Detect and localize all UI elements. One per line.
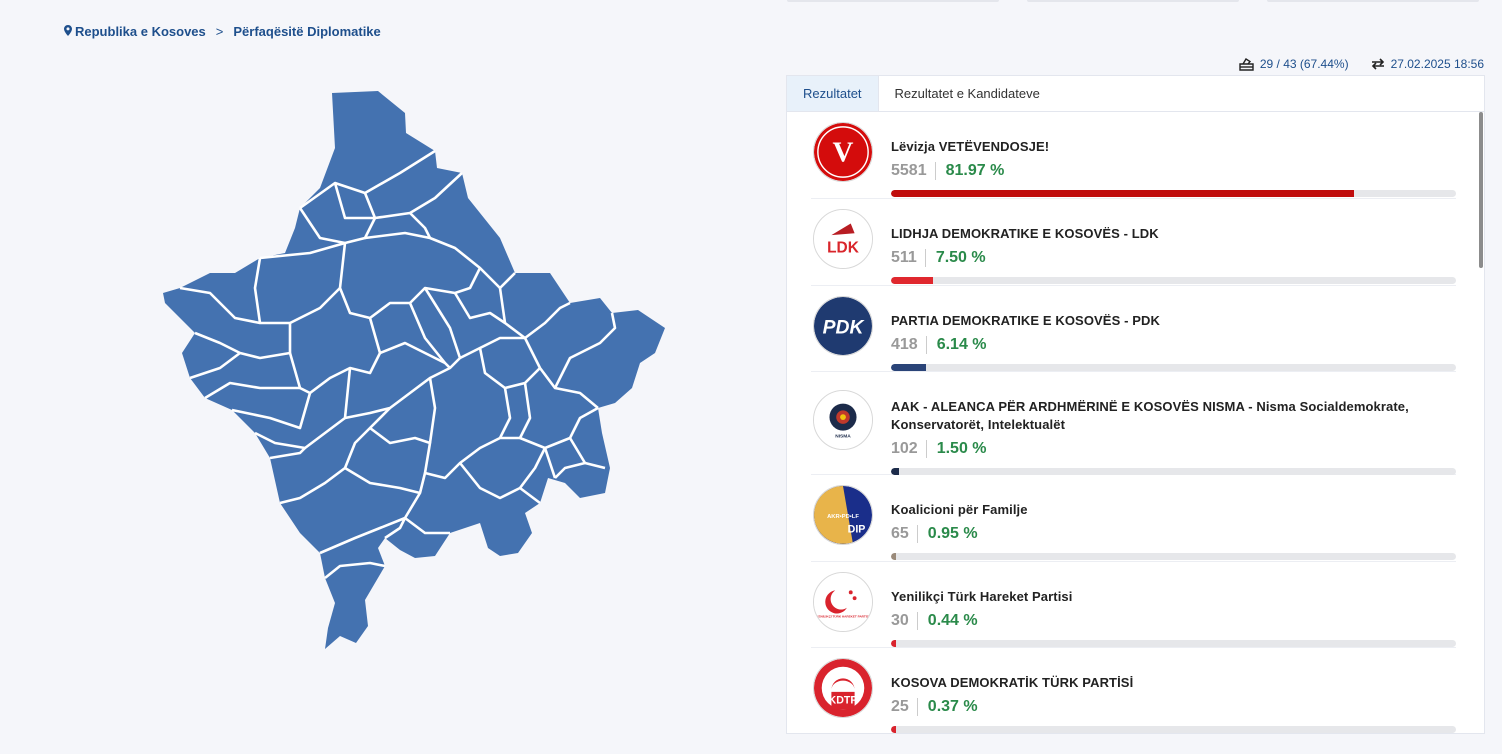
party-name: AAK - ALEANCA PËR ARDHMËRINË E KOSOVËS N… bbox=[891, 399, 1409, 432]
party-logo: KDTP bbox=[813, 658, 873, 718]
tab-results[interactable]: Rezultatet bbox=[787, 76, 879, 111]
party-result-row[interactable]: V Lëvizja VETËVENDOSJE! 5581 81.97 % bbox=[811, 112, 1456, 199]
party-info: PARTIA DEMOKRATIKE E KOSOVËS - PDK 418 6.1… bbox=[891, 312, 1456, 371]
kosovo-municipalities-map[interactable] bbox=[160, 88, 670, 653]
party-share-bar bbox=[891, 553, 1456, 560]
party-share-bar-fill bbox=[891, 553, 897, 560]
results-stats: 29 / 43 (67.44%) 27.02.2025 18:56 bbox=[1217, 57, 1484, 71]
party-logo: PDK bbox=[813, 296, 873, 356]
party-share-bar-fill bbox=[891, 468, 900, 475]
party-numbers: 511 7.50 % bbox=[891, 249, 1456, 267]
top-tab-3[interactable] bbox=[1267, 0, 1479, 2]
party-votes: 418 bbox=[891, 336, 927, 354]
party-numbers: 5581 81.97 % bbox=[891, 162, 1456, 180]
party-numbers: 65 0.95 % bbox=[891, 525, 1456, 543]
party-info: LIDHJA DEMOKRATIKE E KOSOVËS - LDK 511 7.5… bbox=[891, 225, 1456, 284]
party-name: PARTIA DEMOKRATIKE E KOSOVËS - PDK bbox=[891, 313, 1160, 328]
party-logo: LDK bbox=[813, 209, 873, 269]
party-numbers: 30 0.44 % bbox=[891, 612, 1456, 630]
party-share-bar-fill bbox=[891, 364, 926, 371]
polling-stations-text: 29 / 43 (67.44%) bbox=[1259, 57, 1349, 71]
svg-text:PDK: PDK bbox=[823, 318, 866, 339]
party-percent: 7.50 % bbox=[935, 249, 986, 266]
party-numbers: 102 1.50 % bbox=[891, 440, 1456, 458]
tab-candidate-results[interactable]: Rezultatet e Kandidateve bbox=[894, 86, 1040, 101]
svg-text:NISMA: NISMA bbox=[835, 433, 851, 439]
map-territory bbox=[163, 91, 665, 649]
ballot-box-icon bbox=[1239, 57, 1254, 71]
party-numbers: 25 0.37 % bbox=[891, 698, 1456, 716]
breadcrumb: Republika e Kosoves > Përfaqësitë Diplom… bbox=[64, 24, 381, 39]
party-votes: 5581 bbox=[891, 162, 936, 180]
party-name: Koalicioni për Familje bbox=[891, 502, 1028, 517]
party-logo: V bbox=[813, 122, 873, 182]
sync-arrows-icon bbox=[1371, 58, 1384, 70]
party-result-row[interactable]: PDK PARTIA DEMOKRATIKE E KOSOVËS - PDK 418… bbox=[811, 286, 1456, 372]
party-percent: 1.50 % bbox=[936, 440, 987, 457]
party-votes: 511 bbox=[891, 249, 926, 267]
party-share-bar-fill bbox=[891, 190, 1355, 197]
party-logo: NISMA bbox=[813, 390, 873, 450]
svg-text:AKR•PD•LF: AKR•PD•LF bbox=[827, 514, 859, 520]
party-info: Lëvizja VETËVENDOSJE! 5581 81.97 % bbox=[891, 138, 1456, 197]
top-tab-strip bbox=[787, 0, 1502, 4]
party-percent: 0.44 % bbox=[927, 612, 978, 629]
party-name: Lëvizja VETËVENDOSJE! bbox=[891, 139, 1050, 154]
svg-text:KDTP: KDTP bbox=[829, 694, 858, 706]
party-share-bar bbox=[891, 190, 1456, 197]
party-name: Yenilikçi Türk Hareket Partisi bbox=[891, 589, 1073, 604]
results-panel: Rezultatet Rezultatet e Kandidateve V Lëv… bbox=[786, 75, 1485, 734]
party-name: LIDHJA DEMOKRATIKE E KOSOVËS - LDK bbox=[891, 226, 1159, 241]
last-updated-text: 27.02.2025 18:56 bbox=[1390, 57, 1484, 71]
municipality-borders bbox=[179, 149, 617, 580]
party-share-bar bbox=[891, 726, 1456, 733]
party-share-bar-fill bbox=[891, 726, 897, 733]
party-logo: YENİLİKÇİ TÜRK HAREKET PARTİSİ bbox=[813, 572, 873, 632]
svg-text:YENİLİKÇİ TÜRK HAREKET PARTİSİ: YENİLİKÇİ TÜRK HAREKET PARTİSİ bbox=[816, 613, 869, 618]
party-logo: AKR•PD•LF DIP bbox=[813, 485, 873, 545]
svg-text:LDK: LDK bbox=[827, 240, 860, 257]
party-numbers: 418 6.14 % bbox=[891, 336, 1456, 354]
list-scrollbar[interactable] bbox=[1479, 112, 1483, 268]
party-share-bar bbox=[891, 468, 1456, 475]
party-result-row[interactable]: NISMA AAK - ALEANCA PËR ARDHMËRINË E KOSO… bbox=[811, 372, 1456, 475]
party-result-row[interactable]: KDTP KOSOVA DEMOKRATİK TÜRK PARTİSİ 25 0.37… bbox=[811, 648, 1456, 733]
party-info: KOSOVA DEMOKRATİK TÜRK PARTİSİ 25 0.37 % bbox=[891, 674, 1456, 733]
party-share-bar-fill bbox=[891, 640, 897, 647]
polling-stations-count: 29 / 43 (67.44%) bbox=[1239, 57, 1349, 71]
party-share-bar bbox=[891, 277, 1456, 284]
party-votes: 102 bbox=[891, 440, 927, 458]
map-pin-icon bbox=[64, 24, 72, 39]
party-share-bar-fill bbox=[891, 277, 934, 284]
breadcrumb-current: Përfaqësitë Diplomatike bbox=[233, 24, 381, 39]
party-votes: 30 bbox=[891, 612, 918, 630]
party-percent: 0.95 % bbox=[927, 525, 978, 542]
svg-text:V: V bbox=[833, 137, 854, 169]
party-results-list[interactable]: V Lëvizja VETËVENDOSJE! 5581 81.97 % LDK LIDH… bbox=[787, 112, 1484, 733]
party-result-row[interactable]: YENİLİKÇİ TÜRK HAREKET PARTİSİ Yenilikçi … bbox=[811, 562, 1456, 648]
party-result-row[interactable]: LDK LIDHJA DEMOKRATIKE E KOSOVËS - LDK 511… bbox=[811, 199, 1456, 286]
party-votes: 25 bbox=[891, 698, 918, 716]
party-percent: 0.37 % bbox=[927, 698, 978, 715]
party-info: Yenilikçi Türk Hareket Partisi 30 0.44 % bbox=[891, 588, 1456, 647]
breadcrumb-root-link[interactable]: Republika e Kosoves bbox=[75, 24, 206, 39]
party-share-bar bbox=[891, 640, 1456, 647]
party-share-bar bbox=[891, 364, 1456, 371]
party-info: Koalicioni për Familje 65 0.95 % bbox=[891, 501, 1456, 560]
party-percent: 81.97 % bbox=[945, 162, 1005, 179]
svg-text:DIP: DIP bbox=[848, 523, 866, 535]
top-tab-2[interactable] bbox=[1027, 0, 1239, 2]
party-percent: 6.14 % bbox=[936, 336, 987, 353]
top-tab-1[interactable] bbox=[787, 0, 999, 2]
party-info: AAK - ALEANCA PËR ARDHMËRINË E KOSOVËS N… bbox=[891, 398, 1456, 475]
breadcrumb-separator: > bbox=[215, 24, 224, 39]
party-votes: 65 bbox=[891, 525, 918, 543]
last-updated: 27.02.2025 18:56 bbox=[1371, 57, 1484, 71]
results-tabs: Rezultatet Rezultatet e Kandidateve bbox=[787, 76, 1484, 112]
party-result-row[interactable]: AKR•PD•LF DIP Koalicioni për Familje 65 0.95… bbox=[811, 475, 1456, 562]
party-name: KOSOVA DEMOKRATİK TÜRK PARTİSİ bbox=[891, 675, 1134, 690]
